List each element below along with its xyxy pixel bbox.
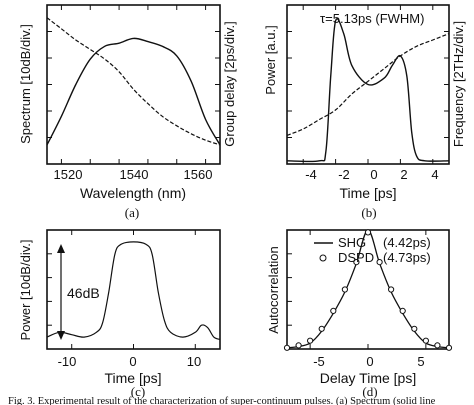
panel-d-xlabel: Delay Time [ps]	[320, 370, 416, 386]
panel-d-label: (d)	[362, 384, 377, 399]
panel-b-ylabel-right: Frequency [2THz/div.]	[451, 21, 466, 147]
panel-d-legend-name: DSPD	[338, 250, 374, 265]
panel-d-legend-value: (4.42ps)	[383, 235, 431, 250]
panel-a-xtick: 1540	[120, 167, 149, 182]
panel-c-arrowhead-up	[57, 244, 65, 253]
panel-d-xtick: -5	[313, 354, 325, 369]
panel-a-group-delay-line	[46, 17, 221, 146]
dspd-data-point	[411, 325, 418, 332]
panel-b-annotation: τ=5.13ps (FWHM)	[320, 11, 424, 26]
panel-a-ticks	[47, 5, 220, 164]
panel-b-frequency-line	[286, 33, 450, 136]
dspd-data-point	[295, 342, 302, 349]
panel-d: SHG (4.42ps) DSPD (4.73ps) -5 0 5 Delay …	[266, 229, 453, 399]
panel-c-annotation: 46dB	[67, 285, 100, 301]
panel-a: 1520 1540 1560 Wavelength (nm) (a) Spect…	[18, 4, 237, 220]
panel-c-power-line	[46, 241, 221, 341]
panel-a-ylabel-left: Spectrum [10dB/div.]	[18, 24, 33, 144]
panel-b-label: (b)	[361, 205, 376, 220]
panel-b-power-line	[286, 18, 450, 163]
panel-d-legend-circle-swatch	[319, 254, 327, 262]
panel-a-ylabel-right: Group delay [2ps/div.]	[222, 21, 237, 147]
panel-c-xtick: 0	[129, 354, 136, 369]
panel-a-xtick: 1560	[184, 167, 213, 182]
panel-b-xlabel: Time [ps]	[339, 185, 396, 201]
panel-d-dspd-points	[283, 229, 453, 351]
dspd-data-point	[353, 259, 360, 266]
panel-d-legend-name: SHG	[338, 235, 366, 250]
panel-c-ylabel: Power [10dB/div.]	[18, 240, 33, 341]
panel-a-xtick: 1520	[54, 167, 83, 182]
panel-c-xtick: 10	[187, 354, 201, 369]
panel-b-xtick: -4	[305, 167, 317, 182]
figure-caption: Fig. 3. Experimental result of the chara…	[8, 396, 436, 405]
panel-d-legend-value: (4.73ps)	[383, 250, 431, 265]
dspd-data-point	[399, 307, 406, 314]
dspd-data-point	[341, 286, 348, 293]
panel-c: 46dB -10 0 10 Time [ps] (c) Power [10dB/…	[18, 229, 221, 399]
panel-c-xtick: -10	[58, 354, 77, 369]
panel-b: τ=5.13ps (FWHM) -4 -2 0 2 4 Time [ps] (b…	[263, 4, 466, 220]
panel-b-xtick: 4	[431, 167, 438, 182]
dspd-data-point	[318, 325, 325, 332]
panel-a-label: (a)	[125, 205, 139, 220]
panel-b-ylabel-left: Power [a.u.]	[263, 25, 278, 94]
panel-b-xtick: 0	[370, 167, 377, 182]
panel-b-ticks	[287, 5, 449, 164]
panel-a-spectrum-line	[46, 37, 221, 146]
panel-d-ylabel: Autocorrelation	[266, 246, 281, 333]
panel-a-xlabel: Wavelength (nm)	[80, 185, 186, 201]
dspd-data-point	[388, 286, 395, 293]
panel-b-xtick: 2	[400, 167, 407, 182]
panel-d-xtick: 5	[417, 354, 424, 369]
panel-a-frame	[46, 4, 221, 165]
dspd-data-point	[307, 337, 314, 344]
panel-c-xlabel: Time [ps]	[104, 370, 161, 386]
panel-d-xtick: 0	[366, 354, 373, 369]
dspd-data-point	[364, 229, 372, 236]
dspd-data-point	[422, 337, 429, 344]
dspd-data-point	[330, 307, 337, 314]
panel-c-label: (c)	[131, 384, 145, 399]
dspd-data-point	[434, 342, 441, 349]
panel-c-ticks	[47, 230, 196, 349]
dspd-data-point	[376, 259, 383, 266]
panel-b-xtick: -2	[338, 167, 350, 182]
dspd-data-point	[445, 344, 453, 351]
panel-c-arrowhead-down	[57, 331, 65, 340]
dspd-data-point	[283, 344, 291, 351]
